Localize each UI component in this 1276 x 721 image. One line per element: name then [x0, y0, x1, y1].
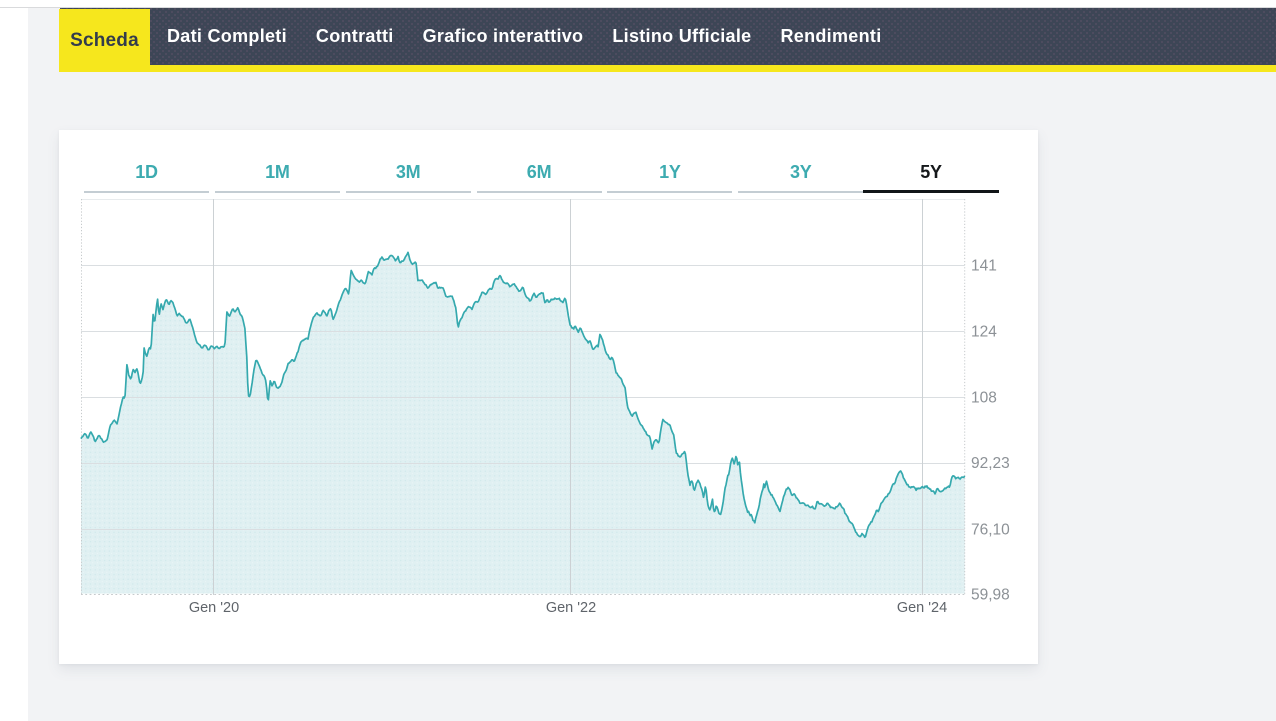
svg-text:141: 141 [971, 258, 997, 275]
svg-text:76,10: 76,10 [971, 522, 1010, 539]
svg-text:92,23: 92,23 [971, 455, 1010, 472]
svg-text:124: 124 [971, 324, 997, 341]
svg-text:108: 108 [971, 390, 997, 407]
svg-text:Gen '20: Gen '20 [189, 600, 239, 616]
svg-text:Gen '24: Gen '24 [897, 600, 947, 616]
svg-text:Gen '22: Gen '22 [546, 600, 596, 616]
svg-text:59,98: 59,98 [971, 587, 1010, 604]
